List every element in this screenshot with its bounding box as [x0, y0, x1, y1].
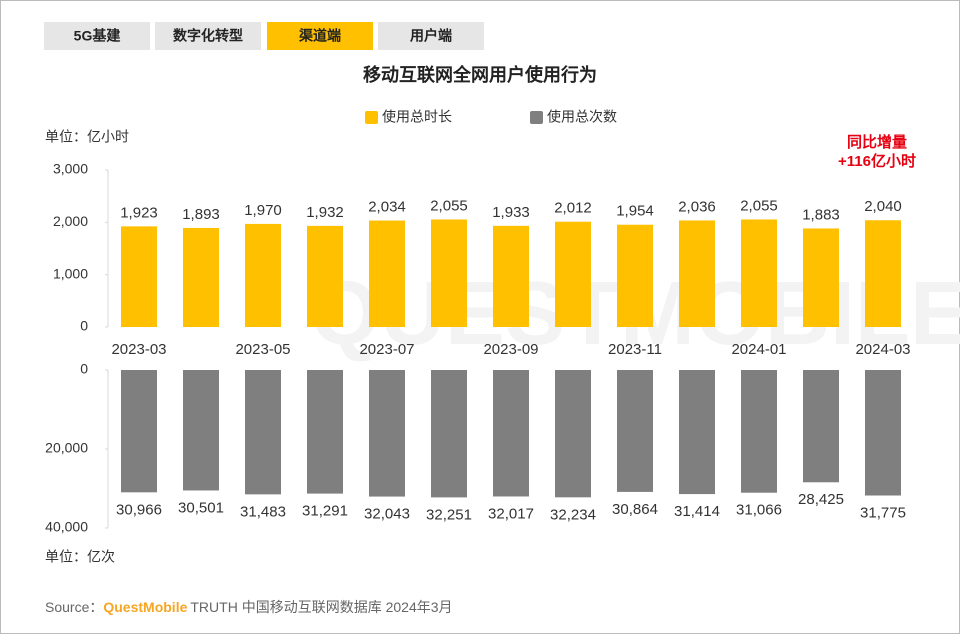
value-label: 2,055 — [740, 197, 778, 214]
tab-label[interactable]: 数字化转型 — [173, 28, 243, 44]
chart-title: 移动互联网全网用户使用行为 — [363, 64, 597, 85]
bar — [245, 223, 281, 327]
bar — [245, 370, 281, 495]
tab[interactable] — [155, 22, 261, 50]
tab[interactable] — [378, 22, 484, 50]
value-label: 32,043 — [364, 506, 410, 523]
value-label: 32,234 — [550, 506, 596, 523]
bar — [307, 225, 343, 327]
value-label: 1,954 — [616, 203, 654, 220]
annotation: 同比增量 — [847, 133, 907, 151]
value-label: 2,034 — [368, 199, 406, 216]
value-label: 28,425 — [798, 491, 844, 508]
unit-label: 单位：亿次 — [45, 549, 115, 565]
value-label: 1,970 — [244, 202, 282, 219]
x-tick-label: 2023-05 — [235, 341, 290, 358]
tab[interactable] — [44, 22, 150, 50]
value-label: 1,883 — [802, 206, 840, 223]
bar — [121, 226, 157, 327]
value-label: 32,251 — [426, 506, 472, 523]
value-label: 32,017 — [488, 505, 534, 522]
value-label: 2,055 — [430, 197, 468, 214]
source-brand: QuestMobile — [103, 599, 187, 615]
annotation: +116亿小时 — [838, 152, 916, 170]
value-label: 30,864 — [612, 501, 658, 518]
tab-label[interactable]: 用户端 — [410, 28, 452, 44]
source-text: TRUTH 中国移动互联网数据库 2024年3月 — [190, 599, 452, 615]
bar — [679, 370, 715, 495]
bar — [803, 228, 839, 327]
tab-label[interactable]: 5G基建 — [74, 28, 121, 44]
bar — [121, 370, 157, 493]
bar — [183, 227, 219, 327]
legend-label: 使用总次数 — [547, 109, 617, 125]
value-label: 2,012 — [554, 200, 592, 217]
x-tick-label: 2024-01 — [731, 341, 786, 358]
value-label: 2,036 — [678, 198, 716, 215]
y-tick-label: 40,000 — [45, 519, 88, 535]
value-label: 1,932 — [306, 204, 344, 221]
legend-label: 使用总时长 — [382, 109, 452, 125]
bar — [803, 370, 839, 483]
bar — [679, 220, 715, 327]
bar — [369, 370, 405, 497]
bar — [431, 219, 467, 327]
y-tick-label: 0 — [80, 318, 88, 334]
unit-label: 单位：亿小时 — [45, 129, 129, 145]
bar — [741, 219, 777, 327]
value-label: 31,775 — [860, 504, 906, 521]
x-tick-label: 2023-09 — [483, 341, 538, 358]
value-label: 1,893 — [182, 206, 220, 223]
y-tick-label: 2,000 — [53, 213, 88, 229]
bar — [617, 370, 653, 492]
bar — [431, 370, 467, 498]
bar — [741, 370, 777, 493]
y-tick-label: 1,000 — [53, 265, 88, 281]
x-tick-label: 2023-07 — [359, 341, 414, 358]
bar — [865, 370, 901, 496]
bar — [555, 221, 591, 327]
tab[interactable] — [267, 22, 373, 50]
value-label: 30,966 — [116, 501, 162, 518]
value-label: 31,291 — [302, 503, 348, 520]
source-prefix: Source： — [45, 599, 103, 615]
y-tick-label: 20,000 — [45, 440, 88, 456]
x-tick-label: 2023-11 — [608, 341, 662, 358]
bar — [493, 370, 529, 497]
x-tick-label: 2024-03 — [855, 341, 910, 358]
x-tick-label: 2023-03 — [111, 341, 166, 358]
value-label: 31,066 — [736, 502, 782, 519]
value-label: 31,414 — [674, 503, 720, 520]
bar — [617, 224, 653, 327]
value-label: 2,040 — [864, 198, 902, 215]
value-label: 31,483 — [240, 503, 286, 520]
bar — [555, 370, 591, 498]
value-label: 1,933 — [492, 204, 530, 221]
y-tick-label: 0 — [80, 361, 88, 377]
bar — [183, 370, 219, 491]
bar — [493, 225, 529, 327]
legend-swatch — [365, 111, 378, 124]
value-label: 1,923 — [120, 204, 158, 221]
source: Source：QuestMobile TRUTH 中国移动互联网数据库 2024年… — [45, 599, 453, 615]
y-tick-label: 3,000 — [53, 161, 88, 177]
bar — [307, 370, 343, 494]
legend-swatch — [530, 111, 543, 124]
value-label: 30,501 — [178, 499, 224, 516]
tab-label[interactable]: 渠道端 — [298, 28, 341, 44]
bar — [369, 220, 405, 327]
bar — [865, 220, 901, 327]
